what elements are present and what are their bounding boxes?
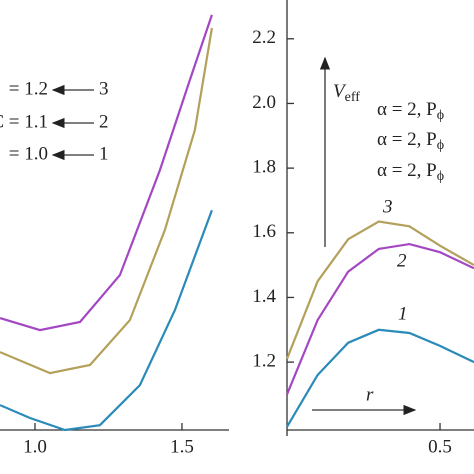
param-note: α = 2, Pϕ <box>377 99 444 123</box>
curve-number: 1 <box>99 143 109 164</box>
x-label: r <box>366 384 374 405</box>
curve <box>285 220 474 360</box>
curve <box>0 27 213 375</box>
y-tick-label: 1.6 <box>252 221 276 242</box>
param-text: α = 2, P <box>377 99 437 120</box>
curve-number: 2 <box>397 250 407 271</box>
x-tick-label: 1.0 <box>23 436 47 457</box>
x-tick-label: 0.5 <box>428 436 452 457</box>
curve <box>285 242 474 395</box>
curve-note: = 1.0 <box>9 143 48 164</box>
param-text: α = 2, P <box>377 160 437 181</box>
param-note: α = 2, Pϕ <box>377 129 444 153</box>
x-tick-label: 1.5 <box>170 436 194 457</box>
curve-number: 3 <box>382 196 393 217</box>
y-tick-label: 1.4 <box>252 286 276 307</box>
curve-number: 3 <box>99 78 109 99</box>
y-tick-label: 1.8 <box>252 156 276 177</box>
param-note: α = 2, Pϕ <box>377 160 444 184</box>
param-sub: ϕ <box>437 169 444 184</box>
curve-note: = 1.2 <box>9 78 48 99</box>
curve <box>0 14 213 332</box>
curve-note: C = 1.1 <box>0 111 48 132</box>
curve <box>0 209 213 432</box>
param-sub: ϕ <box>437 138 444 153</box>
y-label: Veff <box>333 81 360 105</box>
curve-number: 2 <box>99 111 109 132</box>
curve <box>286 328 474 428</box>
y-tick-label: 2.0 <box>252 92 276 113</box>
y-tick-label: 2.2 <box>252 27 276 48</box>
curve-number: 1 <box>398 303 408 324</box>
y-label-sub: eff <box>345 90 361 105</box>
param-text: α = 2, P <box>377 129 437 150</box>
y-label-main: V <box>333 81 347 102</box>
y-tick-label: 1.2 <box>252 350 276 371</box>
param-sub: ϕ <box>437 108 444 123</box>
